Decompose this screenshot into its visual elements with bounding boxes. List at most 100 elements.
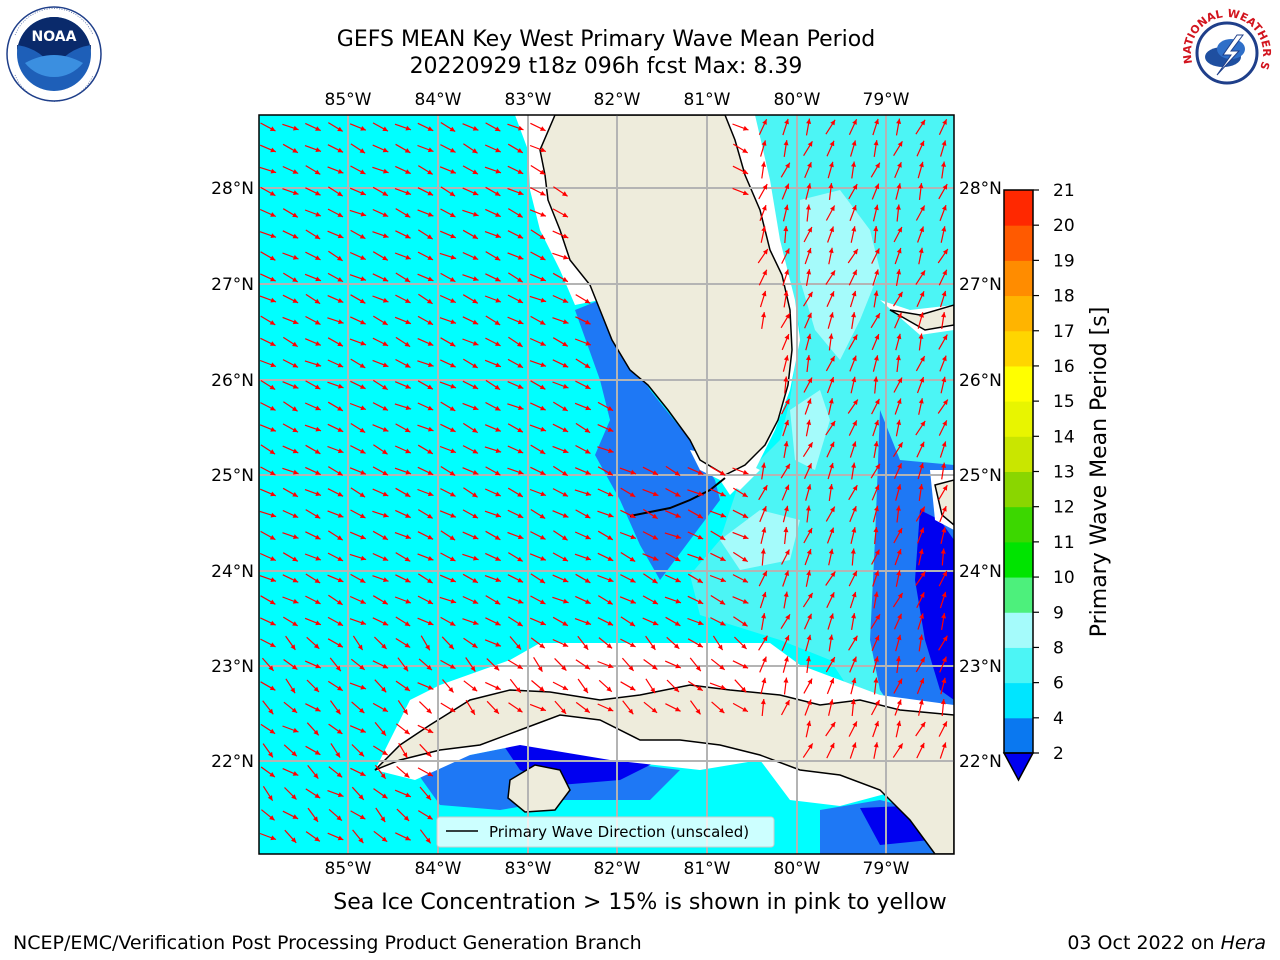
period-band-2-4-shelf: [575, 300, 720, 580]
wave-arrow-head: [268, 751, 273, 758]
wave-arrow-head: [338, 319, 344, 324]
wave-arrow-head: [315, 555, 321, 561]
wave-arrow-head: [540, 426, 546, 432]
wave-arrow-head: [675, 577, 681, 583]
wave-arrow-head: [830, 119, 836, 126]
wave-arrow-head: [742, 534, 749, 540]
wave-arrow-head: [919, 377, 925, 383]
wave-arrow-head: [652, 556, 659, 561]
wave-arrow-head: [805, 355, 811, 361]
wave-arrow-head: [829, 613, 834, 619]
map-legend: Primary Wave Direction (unscaled): [436, 816, 775, 848]
wave-arrow-head: [941, 441, 947, 447]
wave-arrow-head: [584, 707, 590, 713]
wave-arrow-head: [450, 491, 456, 497]
wave-arrow-head: [359, 513, 366, 518]
wave-arrow-head: [851, 462, 856, 468]
wave-arrow-head: [428, 426, 434, 432]
wave-arrow-head: [359, 578, 366, 583]
colorbar-tick-label: 15: [1053, 392, 1075, 412]
wave-arrow-head: [315, 276, 321, 282]
wave-arrow-head: [382, 212, 389, 217]
wave-arrow-head: [382, 750, 388, 755]
wave-arrow-head: [425, 644, 430, 651]
wave-arrow-head: [495, 212, 501, 217]
wave-arrow-head: [425, 837, 431, 844]
wave-arrow-head: [896, 333, 902, 340]
lon-labels-top: 85°W 84°W 83°W 82°W 81°W 80°W 79°W: [325, 90, 910, 110]
noaa-logo-text: NOAA: [32, 29, 77, 45]
wave-arrow-head: [830, 657, 835, 663]
wave-arrow-head: [495, 512, 501, 518]
wave-arrow-head: [404, 556, 411, 562]
wave-arrow-head: [472, 534, 479, 540]
wave-arrow-head: [449, 341, 456, 347]
wave-arrow-head: [360, 405, 366, 411]
colorbar-tick-label: 9: [1053, 603, 1064, 623]
lat-label: 26°N: [211, 371, 254, 391]
wave-arrow-head: [540, 470, 546, 475]
wave-arrow-head: [335, 665, 341, 672]
wave-arrow-head: [428, 362, 434, 367]
wave-arrow-head: [675, 513, 681, 518]
wave-arrow-head: [313, 643, 320, 649]
wave-arrow-head: [606, 686, 612, 692]
wave-arrow-head: [607, 620, 614, 626]
wave-arrow-head: [852, 399, 858, 405]
wave-arrow-head: [402, 709, 408, 715]
wave-arrow-head: [427, 470, 434, 475]
wave-arrow-head: [584, 298, 591, 304]
wave-arrow-head: [742, 577, 748, 583]
wave-arrow-head: [852, 721, 857, 727]
wave-arrow-head: [828, 333, 834, 339]
wave-arrow-head: [761, 462, 766, 468]
wave-arrow-head: [360, 276, 366, 281]
wave-arrow-head: [517, 169, 524, 174]
wave-arrow-head: [873, 742, 879, 748]
wave-arrow-head: [874, 635, 880, 641]
wave-arrow-head: [942, 570, 947, 577]
wave-arrow-head: [918, 183, 924, 189]
wave-arrow-head: [784, 269, 789, 275]
lon-label: 79°W: [863, 90, 910, 110]
wave-arrow-head: [829, 527, 835, 534]
wave-arrow-head: [360, 555, 367, 561]
wave-arrow-head: [874, 183, 880, 190]
wave-arrow-head: [784, 419, 789, 426]
wave-arrow-head: [495, 491, 501, 497]
wave-arrow-head: [540, 491, 546, 497]
colorbar-tick-label: 17: [1053, 322, 1075, 342]
colorbar-tick-label: 18: [1053, 287, 1075, 307]
wave-arrow-head: [427, 341, 434, 346]
wave-arrow-head: [470, 666, 476, 672]
wave-arrow-head: [473, 620, 479, 625]
wave-arrow-head: [405, 169, 411, 174]
wave-arrow-head: [806, 398, 812, 404]
wave-arrow-head: [807, 442, 813, 448]
wave-arrow-head: [897, 678, 903, 685]
wave-arrow-head: [608, 512, 614, 518]
wave-arrow-head: [828, 183, 834, 189]
wave-arrow-head: [427, 190, 434, 196]
wave-arrow-head: [382, 620, 389, 626]
wave-arrow-head: [852, 570, 857, 577]
wave-arrow-head: [897, 442, 903, 448]
wave-arrow-head: [650, 644, 656, 650]
colorbar-tick-label: 2: [1053, 744, 1064, 764]
wave-arrow-head: [360, 255, 366, 260]
wave-arrow-head: [382, 556, 389, 561]
wave-arrow-head: [874, 549, 880, 555]
wave-arrow-head: [742, 148, 748, 153]
wave-arrow-head: [270, 341, 276, 346]
period-band-8-9: [800, 190, 880, 360]
wave-arrow-head: [584, 448, 591, 454]
wave-arrow-head: [720, 620, 726, 626]
wave-arrow-head: [806, 634, 812, 641]
wave-arrow-head: [829, 742, 835, 749]
wave-arrow-head: [426, 664, 432, 671]
wave-arrow-head: [562, 577, 569, 583]
wave-arrow-head: [805, 505, 811, 511]
wave-arrow-head: [720, 577, 726, 583]
wave-arrow-head: [540, 556, 546, 561]
wave-arrow-head: [382, 362, 389, 368]
